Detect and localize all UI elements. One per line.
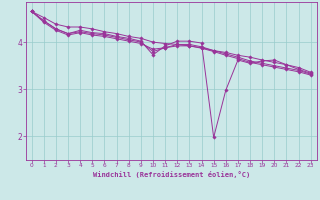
X-axis label: Windchill (Refroidissement éolien,°C): Windchill (Refroidissement éolien,°C) <box>92 171 250 178</box>
